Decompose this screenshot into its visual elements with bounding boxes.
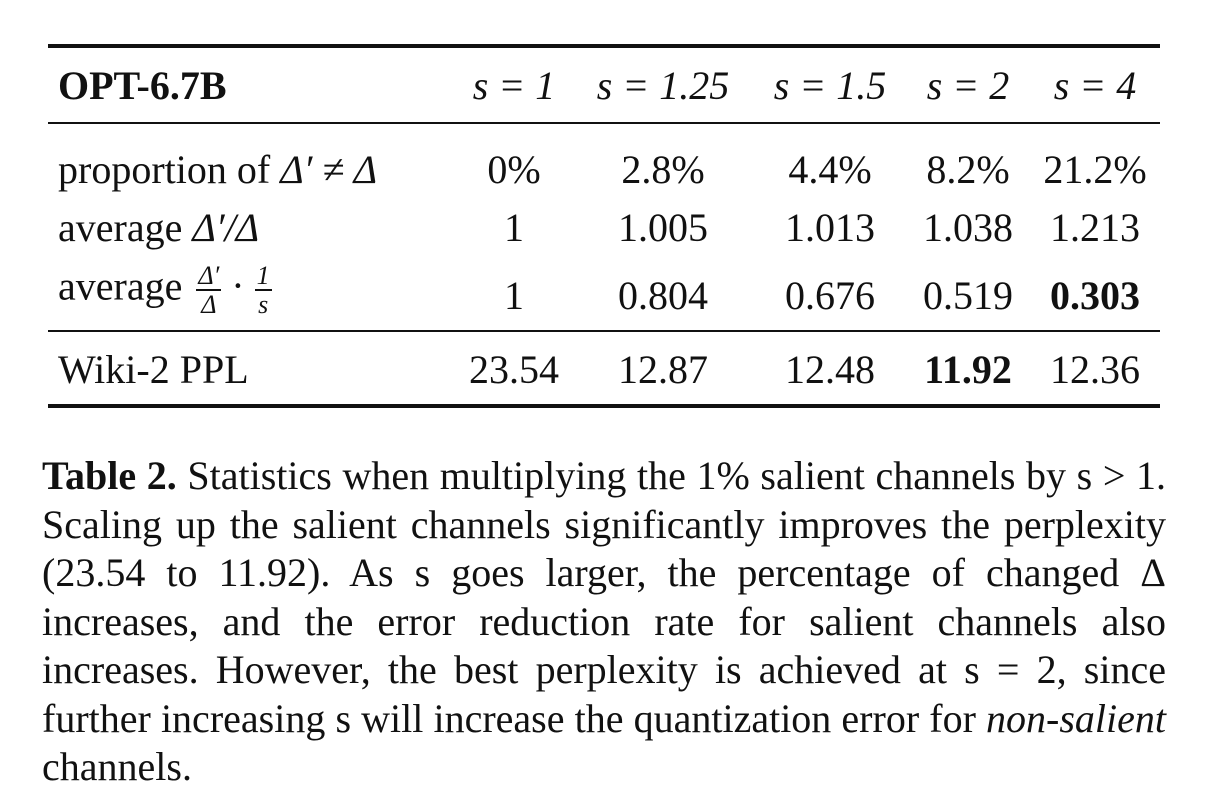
table-cell-best: 11.92 xyxy=(924,347,1012,392)
row-label-average-scaled: average Δ′ Δ · 1 s xyxy=(58,262,276,319)
fraction-delta-ratio: Δ′ Δ xyxy=(196,261,222,320)
table-mid-rule xyxy=(48,330,1160,332)
table-cell: 12.87 xyxy=(618,347,708,392)
table-cell: 1.013 xyxy=(785,205,875,250)
table-cell-best: 0.303 xyxy=(1050,273,1140,318)
table-cell: 23.54 xyxy=(469,347,559,392)
row-label-average-ratio: average Δ′/Δ xyxy=(58,208,259,248)
model-name-header: OPT-6.7B xyxy=(58,63,227,108)
row-label-prefix: proportion of xyxy=(58,147,281,192)
table-cell: 21.2% xyxy=(1043,147,1147,192)
table-cell: 1 xyxy=(504,273,524,318)
row-label-math: Δ′ ≠ Δ xyxy=(280,147,378,192)
table-cell: 1.213 xyxy=(1050,205,1140,250)
table-cell: 12.48 xyxy=(785,347,875,392)
multiply-dot: · xyxy=(231,263,245,309)
caption-text: Statistics when multiplying the 1% salie… xyxy=(42,453,1166,741)
row-label-math: Δ′/Δ xyxy=(192,205,260,250)
table-cell: 1 xyxy=(504,205,524,250)
table-cell: 1.038 xyxy=(923,205,1013,250)
col-header-s4: s = 4 xyxy=(1053,63,1137,108)
table-caption: Table 2. Statistics when multiplying the… xyxy=(42,452,1166,792)
table-cell: 1.005 xyxy=(618,205,708,250)
row-label-prefix: average xyxy=(58,263,193,309)
col-header-s1-25: s = 1.25 xyxy=(596,63,730,108)
table-header-rule xyxy=(48,122,1160,124)
table-cell: 0% xyxy=(487,147,541,192)
table-cell: 8.2% xyxy=(926,147,1010,192)
table-cell: 0.676 xyxy=(785,273,875,318)
row-label-wiki-ppl: Wiki-2 PPL xyxy=(58,347,249,392)
table-top-rule xyxy=(48,44,1160,48)
table-bottom-rule xyxy=(48,404,1160,408)
col-header-s1-5: s = 1.5 xyxy=(773,63,887,108)
table-cell: 12.36 xyxy=(1050,347,1140,392)
table-cell: 2.8% xyxy=(621,147,705,192)
table-cell: 4.4% xyxy=(788,147,872,192)
table-cell: 0.519 xyxy=(923,273,1013,318)
caption-text-end: channels. xyxy=(42,744,192,789)
row-label-prefix: average xyxy=(58,205,193,250)
caption-emphasis: non-salient xyxy=(986,695,1166,741)
caption-label: Table 2. xyxy=(42,453,177,498)
table-cell: 0.804 xyxy=(618,273,708,318)
col-header-s1: s = 1 xyxy=(472,63,556,108)
col-header-s2: s = 2 xyxy=(926,63,1010,108)
row-label-proportion: proportion of Δ′ ≠ Δ xyxy=(58,150,377,190)
